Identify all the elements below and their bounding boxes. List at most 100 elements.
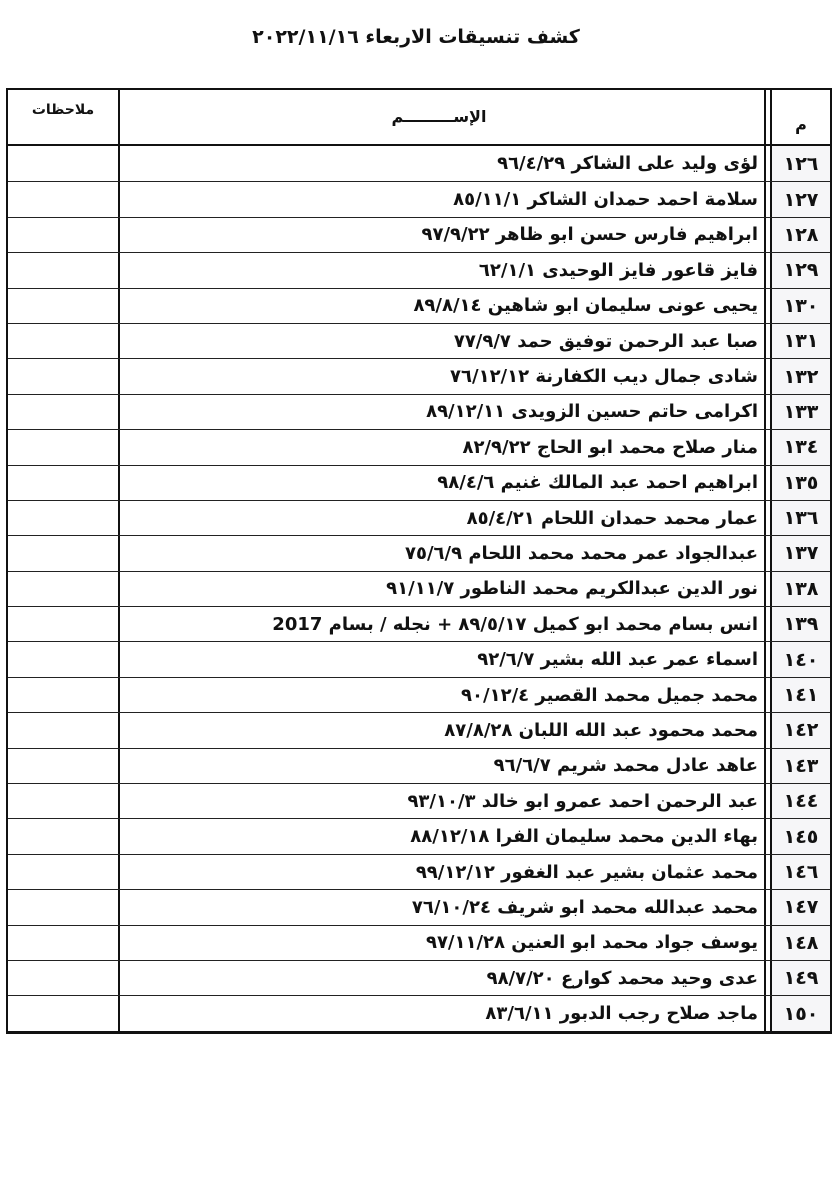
row-notes — [8, 359, 118, 393]
table-row: ١٣٧ عبدالجواد عمر محمد محمد اللحام ٧٥/٦/٩ — [8, 535, 830, 571]
row-name: صبا عبد الرحمن توفيق حمد ٧٧/٩/٧ — [118, 323, 764, 359]
row-number: ١٣٣ — [770, 394, 830, 430]
row-name: محمد عثمان بشير عبد الغفور ٩٩/١٢/١٢ — [118, 854, 764, 890]
row-name: يوسف جواد محمد ابو العنين ٩٧/١١/٢٨ — [118, 925, 764, 960]
table-header: م الإســـــــــم ملاحظات — [8, 90, 830, 146]
row-number: ١٣٩ — [770, 607, 830, 642]
row-number: ١٣٦ — [770, 500, 830, 536]
header-name: الإســـــــــم — [118, 90, 764, 144]
row-name: لؤى وليد على الشاكر ٩٦/٤/٢٩ — [118, 146, 764, 182]
row-notes — [8, 678, 118, 712]
row-number: ١٣٨ — [770, 571, 830, 607]
row-number: ١٤٢ — [770, 713, 830, 748]
row-notes — [8, 713, 118, 747]
table-row: ١٣٤ منار صلاح محمد ابو الحاج ٨٢/٩/٢٢ — [8, 429, 830, 465]
row-notes — [8, 996, 118, 1030]
table-row: ١٤٩ عدى وحيد محمد كوارع ٩٨/٧/٢٠ — [8, 959, 830, 996]
table-row: ١٢٨ ابراهيم فارس حسن ابو ظاهر ٩٧/٩/٢٢ — [8, 216, 830, 253]
table-row: ١٣٠ يحيى عونى سليمان ابو شاهين ٨٩/٨/١٤ — [8, 287, 830, 323]
row-name: عدى وحيد محمد كوارع ٩٨/٧/٢٠ — [118, 960, 764, 996]
row-notes — [8, 253, 118, 287]
table-row: ١٤٤ عبد الرحمن احمد عمرو ابو خالد ٩٣/١٠/٣ — [8, 783, 830, 819]
row-notes — [8, 607, 118, 641]
row-name: شادى جمال ديب الكفارنة ٧٦/١٢/١٢ — [118, 359, 764, 394]
row-number: ١٢٨ — [770, 217, 830, 253]
row-notes — [8, 395, 118, 429]
row-name: ابراهيم احمد عبد المالك غنيم ٩٨/٤/٦ — [118, 465, 764, 500]
row-number: ١٤١ — [770, 677, 830, 713]
row-name: عاهد عادل محمد شريم ٩٦/٦/٧ — [118, 748, 764, 784]
table-body: ١٢٦ لؤى وليد على الشاكر ٩٦/٤/٢٩ ١٢٧ سلامة ا… — [8, 146, 830, 1031]
table-row: ١٣٨ نور الدين عبدالكريم محمد الناطور ٩١/١… — [8, 570, 830, 607]
row-number: ١٣٢ — [770, 359, 830, 394]
row-number: ١٤٨ — [770, 925, 830, 960]
table-row: ١٣١ صبا عبد الرحمن توفيق حمد ٧٧/٩/٧ — [8, 322, 830, 359]
row-notes — [8, 642, 118, 676]
row-name: عبد الرحمن احمد عمرو ابو خالد ٩٣/١٠/٣ — [118, 784, 764, 819]
row-name: ابراهيم فارس حسن ابو ظاهر ٩٧/٩/٢٢ — [118, 217, 764, 253]
row-name: منار صلاح محمد ابو الحاج ٨٢/٩/٢٢ — [118, 430, 764, 465]
row-notes — [8, 784, 118, 818]
row-notes — [8, 819, 118, 853]
table-row: ١٣٦ عمار محمد حمدان اللحام ٨٥/٤/٢١ — [8, 499, 830, 536]
row-name: يحيى عونى سليمان ابو شاهين ٨٩/٨/١٤ — [118, 288, 764, 323]
row-name: اسماء عمر عبد الله بشير ٩٢/٦/٧ — [118, 642, 764, 677]
table-row: ١٥٠ ماجد صلاح رجب الدبور ٨٣/٦/١١ — [8, 995, 830, 1031]
row-number: ١٤٣ — [770, 748, 830, 784]
table-row: ١٢٩ فايز قاعور فايز الوحيدى ٦٢/١/١ — [8, 252, 830, 288]
row-notes — [8, 501, 118, 535]
table-row: ١٣٢ شادى جمال ديب الكفارنة ٧٦/١٢/١٢ — [8, 358, 830, 394]
row-name: اكرامى حاتم حسين الزويدى ٨٩/١٢/١١ — [118, 394, 764, 430]
table-row: ١٤٧ محمد عبدالله محمد ابو شريف ٧٦/١٠/٢٤ — [8, 889, 830, 925]
row-number: ١٥٠ — [770, 996, 830, 1031]
table-row: ١٢٦ لؤى وليد على الشاكر ٩٦/٤/٢٩ — [8, 146, 830, 182]
table-row: ١٤٦ محمد عثمان بشير عبد الغفور ٩٩/١٢/١٢ — [8, 853, 830, 890]
table-row: ١٤٨ يوسف جواد محمد ابو العنين ٩٧/١١/٢٨ — [8, 924, 830, 960]
row-name: محمد عبدالله محمد ابو شريف ٧٦/١٠/٢٤ — [118, 890, 764, 925]
row-number: ١٢٧ — [770, 182, 830, 217]
row-number: ١٣٥ — [770, 465, 830, 500]
row-number: ١٤٥ — [770, 819, 830, 854]
table-row: ١٤١ محمد جميل محمد القصير ٩٠/١٢/٤ — [8, 676, 830, 713]
table-row: ١٤٠ اسماء عمر عبد الله بشير ٩٢/٦/٧ — [8, 641, 830, 677]
row-notes — [8, 218, 118, 252]
row-name: محمد جميل محمد القصير ٩٠/١٢/٤ — [118, 677, 764, 713]
row-notes — [8, 855, 118, 889]
row-notes — [8, 926, 118, 960]
row-notes — [8, 466, 118, 500]
row-name: عمار محمد حمدان اللحام ٨٥/٤/٢١ — [118, 500, 764, 536]
row-number: ١٤٧ — [770, 890, 830, 925]
row-name: ماجد صلاح رجب الدبور ٨٣/٦/١١ — [118, 996, 764, 1031]
row-notes — [8, 536, 118, 570]
row-notes — [8, 182, 118, 216]
table-row: ١٣٣ اكرامى حاتم حسين الزويدى ٨٩/١٢/١١ — [8, 393, 830, 430]
row-notes — [8, 890, 118, 924]
row-number: ١٤٤ — [770, 784, 830, 819]
row-number: ١٤٦ — [770, 854, 830, 890]
row-notes — [8, 289, 118, 323]
header-notes: ملاحظات — [31, 102, 95, 118]
header-number: م — [770, 90, 830, 144]
row-name: عبدالجواد عمر محمد محمد اللحام ٧٥/٦/٩ — [118, 536, 764, 571]
row-number: ١٣٠ — [770, 288, 830, 323]
row-notes — [8, 430, 118, 464]
row-number: ١٣٤ — [770, 430, 830, 465]
document-title: كشف تنسيقات الاربعاء ٢٠٢٢/١١/١٦ — [252, 26, 580, 48]
table-row: ١٤٣ عاهد عادل محمد شريم ٩٦/٦/٧ — [8, 747, 830, 784]
names-table: م الإســـــــــم ملاحظات ١٢٦ لؤى وليد على… — [6, 88, 832, 1034]
row-number: ١٢٩ — [770, 253, 830, 288]
row-name: نور الدين عبدالكريم محمد الناطور ٩١/١١/٧ — [118, 571, 764, 607]
row-notes — [8, 146, 118, 181]
table-row: ١٣٥ ابراهيم احمد عبد المالك غنيم ٩٨/٤/٦ — [8, 464, 830, 500]
table-row: ١٤٥ بهاء الدين محمد سليمان الفرا ٨٨/١٢/١٨ — [8, 818, 830, 854]
row-name: بهاء الدين محمد سليمان الفرا ٨٨/١٢/١٨ — [118, 819, 764, 854]
row-number: ١٣١ — [770, 323, 830, 359]
row-notes — [8, 749, 118, 783]
row-name: محمد محمود عبد الله اللبان ٨٧/٨/٢٨ — [118, 713, 764, 748]
row-name: فايز قاعور فايز الوحيدى ٦٢/١/١ — [118, 253, 764, 288]
row-name: انس بسام محمد ابو كميل ٨٩/٥/١٧ + نجله / … — [118, 607, 764, 642]
row-number: ١٤٠ — [770, 642, 830, 677]
row-number: ١٣٧ — [770, 536, 830, 571]
row-notes — [8, 961, 118, 995]
table-row: ١٤٢ محمد محمود عبد الله اللبان ٨٧/٨/٢٨ — [8, 712, 830, 748]
